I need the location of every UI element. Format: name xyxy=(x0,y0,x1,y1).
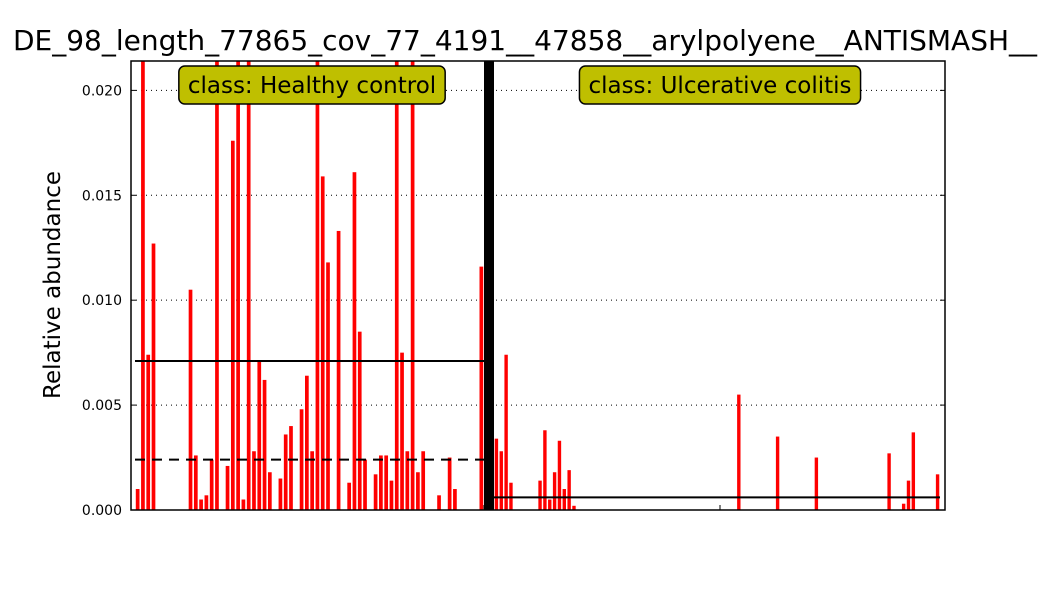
bar xyxy=(557,440,562,510)
class-statistic-lines xyxy=(135,360,940,499)
bar xyxy=(326,262,330,510)
bar xyxy=(572,505,576,510)
bar xyxy=(552,472,557,510)
bar xyxy=(151,243,156,510)
bar xyxy=(400,352,404,510)
bar xyxy=(193,455,198,510)
y-axis-ticks: 0.000 0.005 0.010 0.015 0.020 xyxy=(82,83,945,519)
bar xyxy=(421,451,426,510)
bar xyxy=(199,499,203,510)
bar xyxy=(209,459,214,510)
bar xyxy=(389,480,394,510)
y-tick-label: 0.000 xyxy=(82,503,122,519)
bar xyxy=(479,266,484,510)
y-tick-label: 0.010 xyxy=(82,293,122,309)
bar xyxy=(775,436,780,510)
bar xyxy=(567,470,571,510)
bar xyxy=(352,172,357,510)
bar xyxy=(737,394,741,510)
bar xyxy=(236,61,240,510)
plot-frame xyxy=(130,60,946,511)
bar xyxy=(901,503,906,510)
bar xyxy=(320,176,325,510)
bar xyxy=(379,455,383,510)
bar xyxy=(225,465,230,510)
bar xyxy=(384,455,389,510)
bar xyxy=(453,489,457,510)
bar xyxy=(252,451,256,510)
bar xyxy=(416,472,420,510)
bar xyxy=(230,140,235,510)
bar xyxy=(146,354,151,510)
bar xyxy=(814,457,819,510)
class-separator xyxy=(484,61,494,510)
class-label-box xyxy=(178,65,446,105)
plot-area xyxy=(131,61,945,510)
bar xyxy=(887,453,891,510)
bar xyxy=(135,489,140,510)
bar xyxy=(509,482,513,510)
class-label-text: class: Ulcerative colitis xyxy=(588,73,851,99)
class-label-text: class: Healthy control xyxy=(188,73,436,99)
bar xyxy=(373,474,378,510)
bar xyxy=(410,61,415,510)
bar xyxy=(543,430,547,510)
bar xyxy=(494,438,499,510)
bar xyxy=(246,61,251,510)
class-label-box xyxy=(578,65,862,105)
y-tick-label: 0.005 xyxy=(82,398,122,414)
bar xyxy=(437,495,441,510)
bar xyxy=(310,451,314,510)
bar xyxy=(405,451,410,510)
bar xyxy=(394,61,399,510)
bar xyxy=(562,489,566,510)
bar xyxy=(499,451,503,510)
class-labels: class: Healthy control class: Ulcerative … xyxy=(178,65,862,105)
bar xyxy=(299,409,304,510)
bar xyxy=(204,495,209,510)
bar xyxy=(357,331,362,510)
bar xyxy=(188,289,193,510)
y-tick-label: 0.015 xyxy=(82,188,122,204)
bar xyxy=(906,480,911,510)
bar xyxy=(267,472,272,510)
bar xyxy=(548,499,552,510)
bar xyxy=(257,361,262,510)
chart-title: DE_98_length_77865_cov_77_4191__47858__a… xyxy=(13,24,1038,57)
bar xyxy=(262,379,267,510)
bar xyxy=(289,426,293,510)
bar xyxy=(278,478,283,510)
bar xyxy=(911,432,916,510)
bar xyxy=(283,434,288,510)
bar xyxy=(141,61,145,510)
bars xyxy=(135,61,940,510)
bar xyxy=(504,354,508,510)
bar xyxy=(538,480,542,510)
bar xyxy=(241,499,246,510)
bar xyxy=(447,457,452,510)
y-tick-label: 0.020 xyxy=(82,83,122,99)
bar xyxy=(363,459,367,510)
bar xyxy=(336,230,341,510)
bar xyxy=(305,375,309,510)
bar xyxy=(315,61,320,510)
bar xyxy=(215,61,219,510)
bar xyxy=(935,474,940,510)
bar xyxy=(347,482,352,510)
y-axis-label: Relative abundance xyxy=(40,171,66,399)
